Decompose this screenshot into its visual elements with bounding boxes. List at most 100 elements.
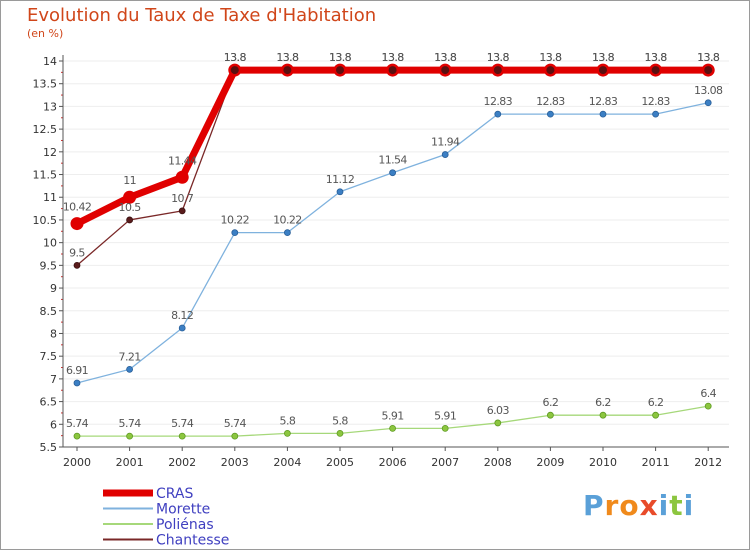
data-label-polienas: 5.91 bbox=[382, 409, 404, 422]
data-label-morette: 10.22 bbox=[273, 214, 302, 227]
data-label-chantesse: 13.8 bbox=[697, 51, 720, 64]
data-point-core-cras bbox=[283, 66, 292, 75]
data-label-chantesse: 10.7 bbox=[171, 192, 194, 205]
data-label-polienas: 6.03 bbox=[487, 404, 510, 417]
data-label-morette: 13.08 bbox=[694, 84, 723, 97]
data-point-morette bbox=[389, 169, 397, 177]
data-label-cras: 13.8 bbox=[329, 51, 352, 64]
legend-label-chantesse: Chantesse bbox=[156, 533, 229, 549]
logo-letter: i bbox=[683, 489, 695, 522]
data-point-core-cras bbox=[441, 66, 450, 75]
y-tick-label: 8 bbox=[50, 327, 57, 340]
data-point-polienas bbox=[652, 411, 659, 419]
data-label-polienas: 5.74 bbox=[119, 417, 142, 430]
data-label-chantesse: 13.8 bbox=[434, 51, 457, 64]
data-point-morette bbox=[73, 379, 81, 387]
data-label-polienas: 5.74 bbox=[171, 417, 194, 430]
data-point-morette bbox=[283, 229, 291, 237]
data-point-core-cras bbox=[704, 66, 713, 75]
data-label-chantesse: 13.8 bbox=[224, 51, 247, 64]
data-label-polienas: 5.8 bbox=[280, 414, 296, 427]
data-point-polienas bbox=[126, 432, 134, 440]
data-label-morette: 8.12 bbox=[171, 309, 193, 322]
data-label-chantesse: 9.5 bbox=[69, 246, 85, 259]
x-tick-label: 2011 bbox=[642, 456, 670, 469]
data-label-polienas: 6.4 bbox=[700, 387, 716, 400]
y-tick-label: 7 bbox=[50, 373, 57, 386]
data-point-core-cras bbox=[599, 66, 607, 75]
y-tick-label: 12 bbox=[43, 146, 57, 159]
data-point-morette bbox=[547, 110, 554, 118]
y-tick-label: 7.5 bbox=[40, 350, 58, 363]
data-point-morette bbox=[336, 188, 344, 196]
data-label-cras: 13.8 bbox=[645, 51, 668, 64]
data-label-morette: 11.94 bbox=[431, 136, 460, 149]
x-tick-label: 2012 bbox=[694, 456, 722, 469]
data-label-chantesse: 13.8 bbox=[645, 51, 668, 64]
data-point-polienas bbox=[283, 429, 291, 437]
logo-letter: x bbox=[639, 489, 659, 522]
data-point-morette bbox=[704, 99, 712, 107]
data-label-polienas: 5.8 bbox=[332, 414, 348, 427]
x-tick-label: 2007 bbox=[431, 456, 459, 469]
y-tick-label: 14 bbox=[43, 55, 57, 68]
data-point-polienas bbox=[73, 432, 81, 440]
data-label-morette: 10.22 bbox=[221, 214, 250, 227]
data-label-polienas: 5.74 bbox=[224, 417, 247, 430]
y-tick-label: 10.5 bbox=[33, 214, 58, 227]
data-point-cras bbox=[123, 190, 137, 204]
x-tick-label: 2008 bbox=[484, 456, 512, 469]
data-point-polienas bbox=[231, 432, 239, 440]
data-label-cras: 13.8 bbox=[487, 51, 510, 64]
logo-letter: r bbox=[604, 489, 620, 522]
proxiti-logo: Proxiti bbox=[583, 489, 694, 522]
y-tick-label: 9.5 bbox=[40, 259, 58, 272]
x-tick-label: 2009 bbox=[536, 456, 564, 469]
y-tick-label: 5.5 bbox=[40, 441, 58, 454]
data-point-morette bbox=[599, 110, 607, 118]
data-point-core-cras bbox=[546, 66, 555, 75]
data-label-cras: 13.8 bbox=[539, 51, 562, 64]
data-label-morette: 12.83 bbox=[484, 95, 513, 108]
x-tick-label: 2000 bbox=[63, 456, 91, 469]
logo-letter: t bbox=[669, 489, 684, 522]
x-tick-label: 2001 bbox=[116, 456, 144, 469]
x-tick-label: 2002 bbox=[168, 456, 196, 469]
data-label-chantesse: 13.8 bbox=[592, 51, 615, 64]
x-tick-label: 2005 bbox=[326, 456, 354, 469]
data-point-core-cras bbox=[230, 66, 239, 75]
data-point-morette bbox=[126, 365, 134, 373]
legend-label-cras: CRAS bbox=[156, 486, 194, 502]
y-tick-label: 11.5 bbox=[33, 169, 58, 182]
data-label-polienas: 6.2 bbox=[543, 396, 559, 409]
logo-letter: P bbox=[583, 489, 605, 522]
data-label-chantesse: 13.8 bbox=[487, 51, 510, 64]
data-label-cras: 11 bbox=[123, 174, 136, 187]
data-label-morette: 6.91 bbox=[66, 364, 88, 377]
x-tick-label: 2006 bbox=[379, 456, 407, 469]
data-label-polienas: 6.2 bbox=[595, 396, 611, 409]
logo-letter: i bbox=[658, 489, 670, 522]
data-label-morette: 7.21 bbox=[119, 350, 141, 363]
data-label-morette: 12.83 bbox=[536, 95, 565, 108]
data-label-chantesse: 13.8 bbox=[382, 51, 405, 64]
data-point-polienas bbox=[441, 424, 449, 432]
y-tick-label: 12.5 bbox=[33, 123, 58, 136]
data-label-cras: 13.8 bbox=[592, 51, 615, 64]
data-point-polienas bbox=[178, 432, 186, 440]
data-label-cras: 13.8 bbox=[276, 51, 299, 64]
x-tick-label: 2004 bbox=[273, 456, 301, 469]
data-label-polienas: 5.74 bbox=[66, 417, 89, 430]
data-label-cras: 13.8 bbox=[224, 51, 247, 64]
data-point-morette bbox=[231, 229, 239, 237]
data-point-core-cras bbox=[336, 66, 344, 75]
legend-label-morette: Morette bbox=[156, 502, 210, 518]
data-label-chantesse: 10.5 bbox=[119, 201, 142, 214]
data-label-cras: 13.8 bbox=[434, 51, 457, 64]
data-point-chantesse bbox=[178, 207, 186, 215]
data-label-cras: 13.8 bbox=[697, 51, 720, 64]
y-tick-label: 13 bbox=[43, 100, 57, 113]
data-point-polienas bbox=[704, 402, 712, 410]
